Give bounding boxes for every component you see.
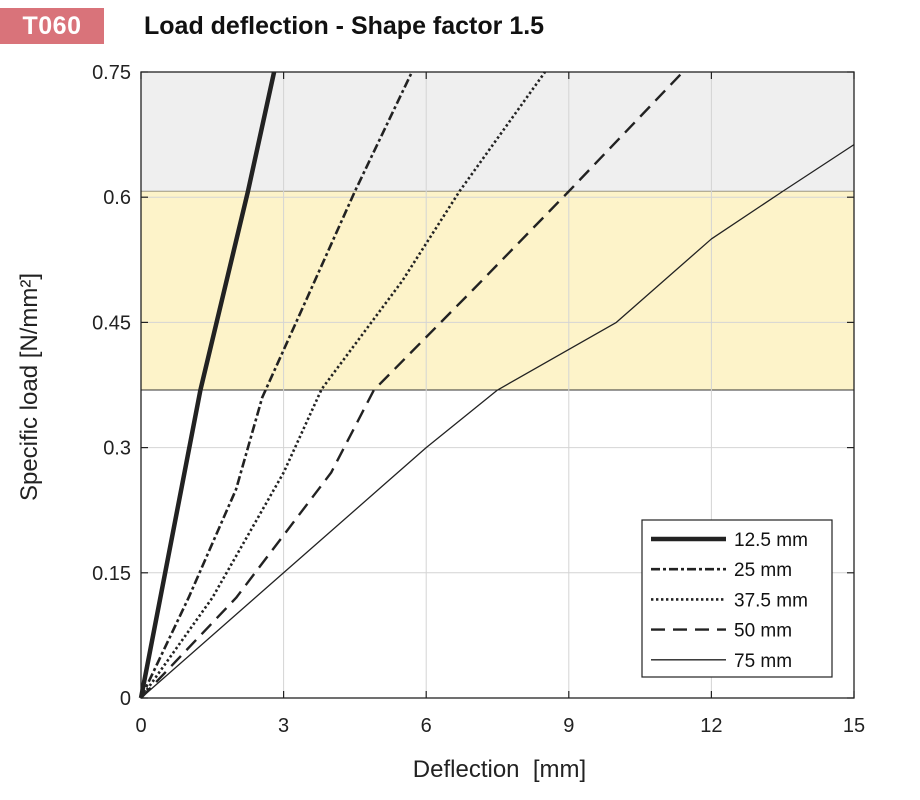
series-line-2 [139, 71, 414, 699]
y-tick-label: 0.45 [92, 312, 131, 334]
chart-title: Load deflection - Shape factor 1.5 [144, 12, 545, 40]
x-tick-label: 6 [421, 715, 432, 737]
grid-layer [141, 72, 854, 698]
series-line-5 [140, 144, 855, 699]
legend-box [641, 519, 833, 678]
ticks-layer: 0 3 6 9 12 15 0 0.15 0.3 0.45 0.6 0.75 [92, 62, 865, 737]
y-tick-label: 0.3 [103, 438, 131, 460]
legend-label-4: 50 mm [734, 621, 792, 642]
x-tick-label: 12 [700, 715, 722, 737]
x-tick-label: 15 [843, 715, 865, 737]
x-tick-label: 3 [278, 715, 289, 737]
series-line-1 [138, 71, 277, 699]
x-tick-label: 0 [135, 715, 146, 737]
y-tick-label: 0.75 [92, 62, 131, 84]
y-axis-label: Specific load [N/mm²] [16, 273, 43, 501]
series-line-3 [139, 71, 547, 699]
band-yellow [141, 191, 854, 391]
plot-frame [140, 71, 855, 699]
series-layer [138, 71, 855, 699]
y-tick-label: 0 [120, 688, 131, 710]
legend: 12.5 mm 25 mm 37.5 mm 50 mm 75 mm [641, 519, 833, 678]
y-tick-label: 0.15 [92, 563, 131, 585]
y-tick-label: 0.6 [103, 187, 131, 209]
series-line-4 [140, 71, 684, 699]
legend-label-5: 75 mm [734, 651, 792, 672]
legend-label-3: 37.5 mm [734, 590, 808, 611]
legend-label-2: 25 mm [734, 560, 792, 581]
legend-label-1: 12.5 mm [734, 530, 808, 551]
bands-layer [141, 72, 854, 391]
x-axis-label: Deflection [mm] [413, 756, 586, 783]
band-gray [141, 72, 854, 192]
x-tick-label: 9 [563, 715, 574, 737]
chart-id-badge: T060 [0, 8, 104, 44]
